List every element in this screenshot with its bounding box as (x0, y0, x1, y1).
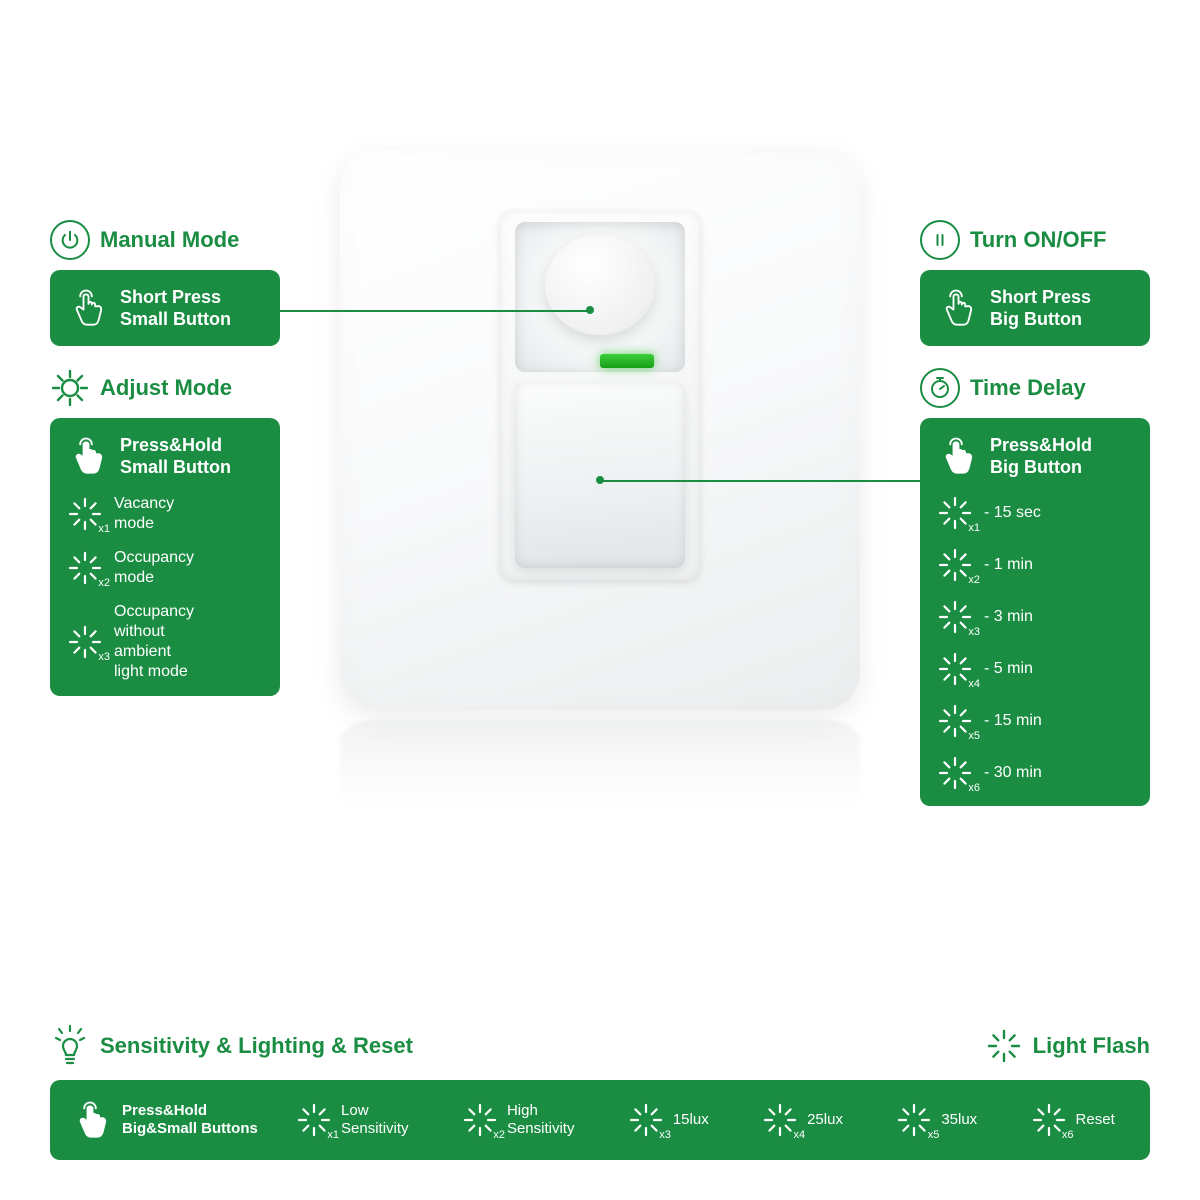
item-label: Occupancy without ambient light mode (114, 602, 194, 682)
item-label: - 15 sec (984, 503, 1041, 523)
item-label: 15lux (673, 1111, 709, 1129)
item-label: Low Sensitivity (341, 1102, 409, 1138)
item-label: - 15 min (984, 711, 1042, 731)
flash-item: x6 - 30 min (936, 754, 1134, 792)
flash-item: x4 25lux (761, 1101, 843, 1139)
delay-box: Press&Hold Big Button x1 - 15 sec x2 - 1… (920, 418, 1150, 806)
flash-item: x2 Occupancy mode (66, 548, 264, 588)
touch-icon (66, 284, 106, 332)
flash-item: x5 - 15 min (936, 702, 1134, 740)
flash-item: x2 High Sensitivity (461, 1101, 575, 1139)
connector-dot (586, 306, 594, 314)
item-label: Reset (1076, 1111, 1115, 1129)
flash-icon: x5 (936, 702, 974, 740)
sensitivity-header: Sensitivity & Lighting & Reset (50, 1024, 413, 1068)
light-flash-title: Light Flash (1033, 1033, 1150, 1059)
pause-icon (920, 220, 960, 260)
item-label: - 3 min (984, 607, 1033, 627)
power-icon (50, 220, 90, 260)
manual-action: Short Press Small Button (120, 286, 231, 331)
flash-icon: x1 (295, 1101, 333, 1139)
flash-item: x4 - 5 min (936, 650, 1134, 688)
sensitivity-title: Sensitivity & Lighting & Reset (100, 1033, 413, 1059)
item-label: 25lux (807, 1111, 843, 1129)
device-reflection (340, 720, 860, 819)
flash-item: x2 - 1 min (936, 546, 1134, 584)
big-button[interactable] (515, 382, 685, 568)
onoff-box: Short Press Big Button (920, 270, 1150, 346)
delay-title: Time Delay (970, 375, 1086, 401)
flash-icon: x2 (936, 546, 974, 584)
item-label: - 30 min (984, 763, 1042, 783)
onoff-title: Turn ON/OFF (970, 227, 1106, 253)
connector-line-small (280, 310, 590, 312)
onoff-action: Short Press Big Button (990, 286, 1091, 331)
manual-mode-header: Manual Mode (50, 220, 280, 260)
manual-mode-box: Short Press Small Button (50, 270, 280, 346)
device-inner (500, 210, 700, 580)
flash-item: x1 - 15 sec (936, 494, 1134, 532)
delay-action: Press&Hold Big Button (990, 434, 1092, 479)
item-label: Vacancy mode (114, 494, 174, 534)
sensor-dome (545, 235, 655, 335)
light-flash-header: Light Flash (985, 1027, 1150, 1065)
item-label: 35lux (941, 1111, 977, 1129)
delay-header: Time Delay (920, 368, 1150, 408)
touch-icon (70, 1096, 110, 1144)
onoff-header: Turn ON/OFF (920, 220, 1150, 260)
flash-icon: x1 (936, 494, 974, 532)
small-button-sensor[interactable] (515, 222, 685, 372)
touch-icon (66, 432, 106, 480)
flash-icon: x3 (936, 598, 974, 636)
adjust-mode-header: Adjust Mode (50, 368, 280, 408)
led-indicator (600, 354, 654, 368)
bottom-action: Press&Hold Big&Small Buttons (122, 1102, 258, 1138)
item-label: - 1 min (984, 555, 1033, 575)
flash-item: x1 Vacancy mode (66, 494, 264, 534)
connector-dot (596, 476, 604, 484)
adjust-mode-box: Press&Hold Small Button x1 Vacancy mode … (50, 418, 280, 696)
bulb-icon (50, 1024, 90, 1068)
flash-icon: x3 (66, 623, 104, 661)
sensitivity-box: Press&Hold Big&Small Buttons x1 Low Sens… (50, 1080, 1150, 1160)
flash-item: x1 Low Sensitivity (295, 1101, 409, 1139)
flash-item: x6 Reset (1030, 1101, 1115, 1139)
flash-icon: x4 (936, 650, 974, 688)
flash-icon: x1 (66, 495, 104, 533)
flash-item: x3 - 3 min (936, 598, 1134, 636)
flash-icon: x6 (936, 754, 974, 792)
touch-icon (936, 432, 976, 480)
item-label: High Sensitivity (507, 1102, 575, 1138)
flash-icon: x5 (895, 1101, 933, 1139)
flash-icon: x2 (66, 549, 104, 587)
item-label: - 5 min (984, 659, 1033, 679)
flash-icon: x2 (461, 1101, 499, 1139)
flash-icon: x6 (1030, 1101, 1068, 1139)
adjust-action: Press&Hold Small Button (120, 434, 231, 479)
gear-icon (50, 368, 90, 408)
flash-item: x3 Occupancy without ambient light mode (66, 602, 264, 682)
item-label: Occupancy mode (114, 548, 194, 588)
flash-item: x5 35lux (895, 1101, 977, 1139)
flash-item: x3 15lux (627, 1101, 709, 1139)
flash-icon: x3 (627, 1101, 665, 1139)
stopwatch-icon (920, 368, 960, 408)
flash-icon: x4 (761, 1101, 799, 1139)
connector-line-big (600, 480, 920, 482)
manual-mode-title: Manual Mode (100, 227, 239, 253)
flash-icon (985, 1027, 1023, 1065)
device-plate (340, 150, 860, 710)
touch-icon (936, 284, 976, 332)
adjust-mode-title: Adjust Mode (100, 375, 232, 401)
